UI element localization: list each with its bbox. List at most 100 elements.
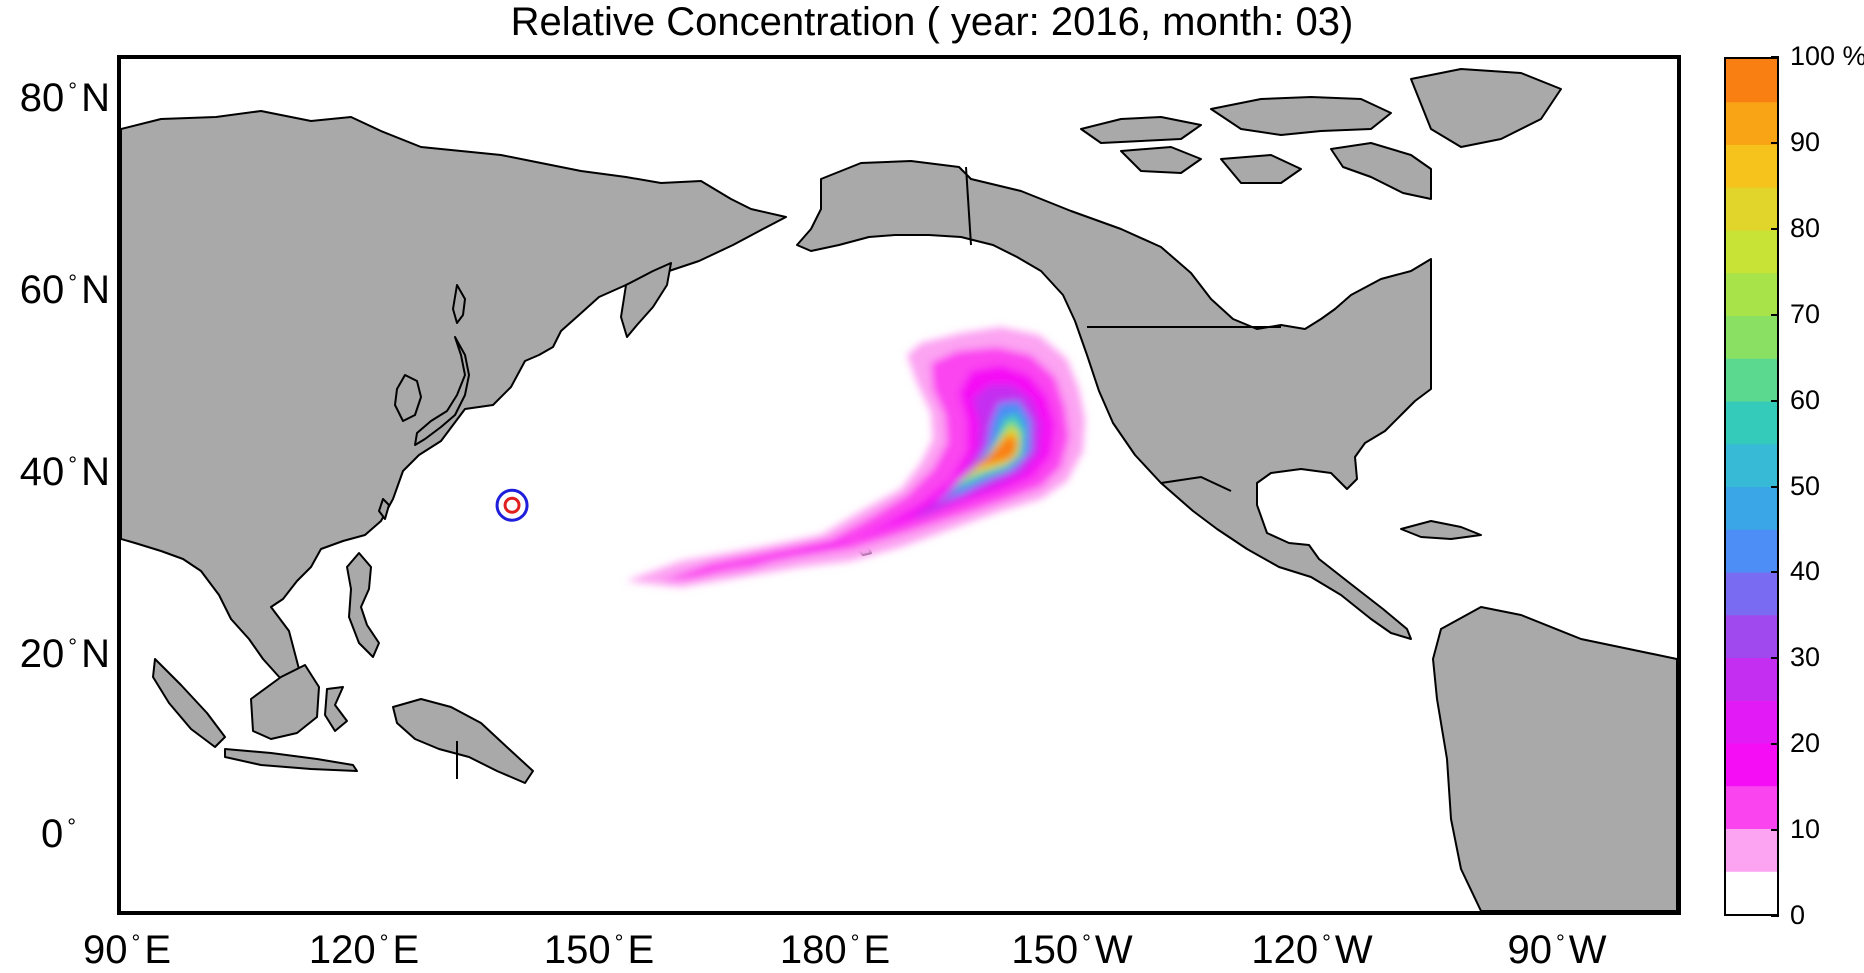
colorbar-tick (1771, 56, 1779, 58)
concentration-plume (626, 327, 1085, 587)
lat-label-40: 40 ° N (19, 450, 110, 494)
lat-label-80-value: 80 (19, 76, 65, 120)
lon-label-150w: 150 ° W (1011, 928, 1133, 972)
map-title: Relative Concentration ( year: 2016, mon… (510, 0, 1354, 44)
colorbar-tick-label: 50 (1790, 470, 1821, 501)
land-philippines (346, 552, 380, 658)
colorbar-band-2 (1726, 785, 1777, 829)
colorbar-band-1 (1726, 828, 1777, 872)
lon-label-150e-hemi: E (627, 928, 655, 972)
colorbar-tick-label: 70 (1790, 298, 1821, 329)
lon-label-120e-hemi: E (392, 928, 420, 972)
lon-label-150e-value: 150 (543, 928, 611, 972)
lon-label-90e-hemi: E (144, 928, 171, 972)
lat-label-0: 0 ° (40, 812, 76, 856)
land-borneo (250, 664, 320, 740)
colorbar-band-6 (1726, 614, 1777, 658)
colorbar-tick-label: 40 (1790, 556, 1821, 587)
land-taiwan (378, 498, 390, 520)
lon-label-180e-hemi: E (863, 928, 891, 972)
colorbar-tick-label: 100 % (1790, 41, 1864, 71)
lon-label-180e-value: 180 (779, 928, 847, 972)
lat-label-0-value: 0 (40, 812, 64, 856)
source-location-marker[interactable] (495, 488, 529, 522)
colorbar-band-4 (1726, 700, 1777, 744)
lon-label-90w: 90 ° W (1507, 928, 1607, 972)
lat-label-20: 20 ° N (19, 632, 110, 676)
colorbar-tick-label: 80 (1790, 212, 1821, 243)
colorbar-tick (1771, 657, 1779, 660)
lat-label-80-hemi: N (81, 76, 110, 120)
colorbar-band-17 (1726, 144, 1777, 188)
lon-label-90w-hemi: W (1568, 928, 1607, 972)
source-marker-inner-ring (503, 496, 521, 514)
land-kamchatka (620, 262, 672, 338)
colorbar-swatches (1726, 59, 1777, 914)
colorbar-tick (1771, 915, 1779, 917)
source-marker-outer-ring (495, 488, 529, 522)
lon-label-120w-hemi: W (1334, 928, 1373, 972)
colorbar-band-12 (1726, 358, 1777, 402)
lat-label-60: 60 ° N (19, 268, 110, 312)
lon-label-120e: 120 ° E (308, 928, 420, 972)
lat-label-80: 80 ° N (19, 76, 110, 120)
land-arctic-islands (1080, 96, 1432, 200)
lon-label-150e: 150 ° E (543, 928, 655, 972)
land-greenland (1410, 68, 1562, 148)
colorbar-band-5 (1726, 657, 1777, 701)
colorbar-tick (1771, 571, 1779, 574)
colorbar-tick (1771, 829, 1779, 832)
colorbar-band-10 (1726, 443, 1777, 487)
country-borders (456, 166, 1281, 779)
colorbar-band-18 (1726, 101, 1777, 145)
lon-label-120w: 120 ° W (1251, 928, 1373, 972)
lon-label-120e-value: 120 (308, 928, 376, 972)
land-korea (394, 374, 422, 422)
colorbar-band-0 (1726, 871, 1777, 914)
land-south-america (1432, 606, 1677, 911)
colorbar-band-13 (1726, 315, 1777, 359)
colorbar-band-8 (1726, 529, 1777, 573)
colorbar-tick-label: 20 (1790, 728, 1821, 759)
colorbar-band-11 (1726, 401, 1777, 445)
land-north-america (796, 160, 1432, 640)
colorbar-tick-label: 10 (1790, 814, 1821, 845)
lat-label-40-hemi: N (81, 450, 110, 494)
plume-contour-8 (971, 435, 1017, 467)
colorbar-band-19 (1726, 59, 1777, 103)
land-eurasia (121, 110, 787, 680)
land-sulawesi (324, 686, 348, 732)
map-panel[interactable] (117, 55, 1681, 915)
colorbar-band-15 (1726, 230, 1777, 274)
lon-label-90e-value: 90 (83, 928, 128, 972)
colorbar-tick (1771, 485, 1779, 488)
lon-label-180e: 180 ° E (779, 928, 891, 972)
colorbar-tick-label: 0 (1790, 900, 1806, 930)
lat-label-20-hemi: N (81, 632, 110, 676)
lon-label-90e: 90 ° E (83, 928, 171, 972)
land-masses (121, 68, 1677, 911)
colorbar-tick-label: 90 (1790, 126, 1821, 157)
map-canvas (121, 68, 1677, 911)
lon-label-90w-value: 90 (1507, 928, 1552, 972)
land-new-guinea (392, 698, 534, 784)
colorbar-tick (1771, 743, 1779, 746)
lat-label-60-value: 60 (19, 268, 65, 312)
lat-label-20-value: 20 (19, 632, 65, 676)
land-sumatra-java (152, 658, 358, 772)
colorbar-tick (1771, 141, 1779, 144)
lon-label-120w-value: 120 (1251, 928, 1319, 972)
colorbar-band-3 (1726, 743, 1777, 787)
colorbar-band-9 (1726, 486, 1777, 530)
plume-contour-2 (721, 365, 1055, 577)
lat-label-40-value: 40 (19, 450, 65, 494)
land-japan (414, 284, 470, 446)
colorbar-tick (1771, 227, 1779, 230)
colorbar-tick-label: 60 (1790, 384, 1821, 415)
lon-label-150w-value: 150 (1011, 928, 1079, 972)
colorbar-band-7 (1726, 572, 1777, 616)
colorbar-tick (1771, 399, 1779, 402)
colorbar-band-14 (1726, 272, 1777, 316)
lat-label-60-hemi: N (81, 268, 110, 312)
colorbar-band-16 (1726, 187, 1777, 231)
